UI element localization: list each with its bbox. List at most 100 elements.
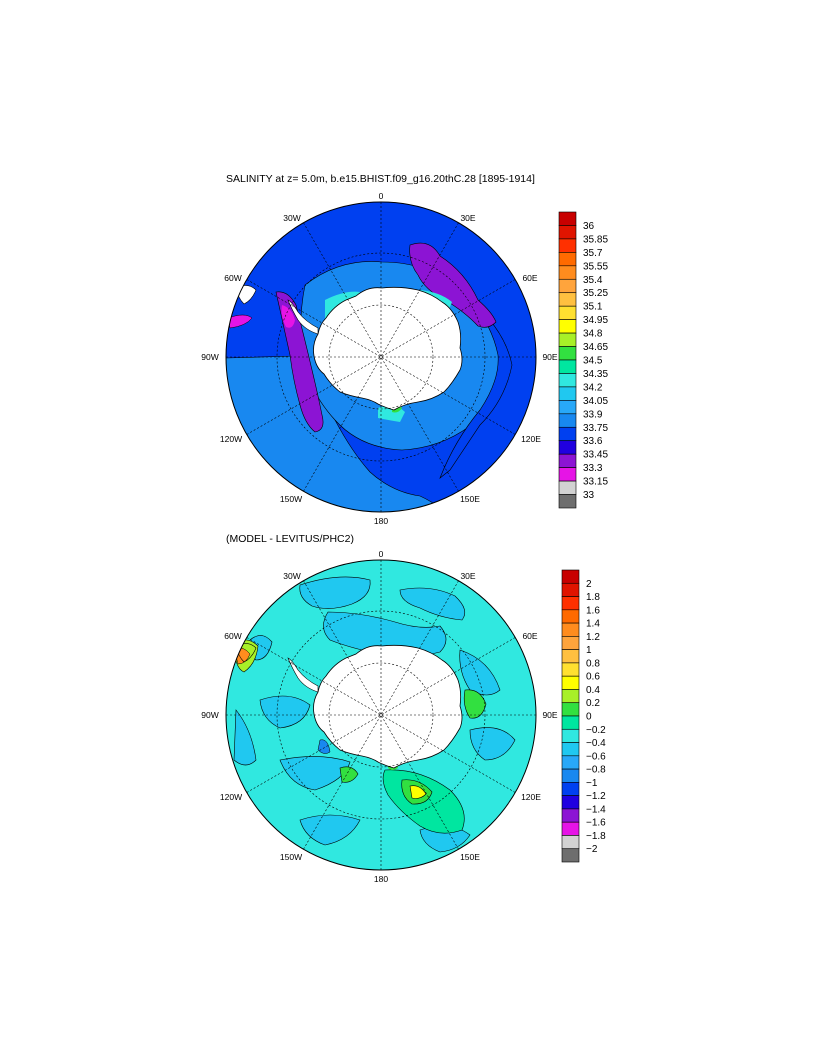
salinity-band-north (300, 214, 500, 268)
map-top (225, 201, 537, 513)
colorbar-label: 34.2 (583, 382, 603, 393)
colorbar-swatch (561, 596, 580, 611)
lon-label: 60E (522, 631, 537, 641)
colorbar-swatch (561, 848, 580, 863)
colorbar-swatch (558, 265, 577, 280)
colorbar-swatch (558, 440, 577, 455)
panel-top-title: SALINITY at z= 5.0m, b.e15.BHIST.f09_g16… (226, 173, 535, 185)
lon-label: 90W (201, 710, 218, 720)
lon-label: 180 (374, 874, 388, 884)
lon-label: 30E (460, 213, 475, 223)
colorbar-label: 35.25 (583, 288, 608, 299)
colorbar-label: 1.2 (586, 632, 600, 643)
lon-label: 0 (379, 549, 384, 559)
colorbar-swatch (558, 278, 577, 294)
colorbar-label: 33 (583, 490, 595, 501)
colorbar-swatch (558, 373, 577, 388)
colorbar-label: 34.35 (583, 369, 608, 380)
colorbar-label: −1 (586, 778, 598, 789)
colorbar-label: 1.6 (586, 605, 600, 616)
colorbar-label: 0.2 (586, 698, 600, 709)
colorbar-label: −1.6 (586, 818, 606, 829)
colorbar-label: 34.95 (583, 315, 608, 326)
colorbar-label: 33.3 (583, 463, 603, 474)
anomaly-patch (299, 576, 371, 609)
colorbar-swatch (561, 569, 580, 584)
colorbar-bottom: 2 1.8 1.6 1.4 1.2 1 0.8 0.6 0.4 0.2 0 −0.2 −0.4 −0.6 −… (561, 569, 606, 863)
colorbar-label: −2 (586, 844, 598, 855)
colorbar-top: 36 35.85 35.7 35.55 35.4 35.25 35.1 34.95 34.8 34… (558, 211, 608, 509)
colorbar-swatch (561, 808, 580, 823)
lon-label: 150E (460, 852, 480, 862)
lon-label: 150W (280, 494, 302, 504)
colorbar-label: −1.8 (586, 831, 606, 842)
colorbar-swatch (558, 332, 577, 347)
anomaly-patch (279, 756, 351, 791)
colorbar-swatch (561, 622, 580, 637)
colorbar-swatch (561, 821, 580, 836)
lon-label: 150E (460, 494, 480, 504)
lon-label: 90E (542, 710, 557, 720)
colorbar-swatch (561, 636, 580, 650)
colorbar-swatch (561, 728, 580, 743)
colorbar-label: 0.6 (586, 672, 600, 683)
colorbar-swatch (558, 346, 577, 361)
colorbar-label: −0.2 (586, 725, 606, 736)
colorbar-label: 35.4 (583, 275, 603, 286)
colorbar-swatch (558, 453, 577, 468)
colorbar-label: 34.8 (583, 329, 603, 340)
colorbar-label: 33.6 (583, 436, 603, 447)
lon-label: 60W (224, 273, 241, 283)
lon-label: 120W (220, 434, 242, 444)
colorbar-swatch (558, 238, 577, 253)
lon-label: 0 (379, 191, 384, 201)
anomaly-patch (399, 587, 466, 621)
anomaly-patch (299, 814, 361, 846)
map-top-border (225, 201, 537, 513)
colorbar-swatch (558, 480, 577, 495)
colorbar-swatch (558, 426, 577, 442)
lon-label: 120W (220, 792, 242, 802)
antarctic-peninsula (287, 299, 319, 335)
colorbar-label: 34.5 (583, 356, 603, 367)
colorbar-swatch (558, 211, 577, 226)
lon-label: 30E (460, 571, 475, 581)
map-bottom (225, 559, 537, 871)
anomaly-patch-green (463, 689, 487, 719)
colorbar-swatch (558, 386, 577, 401)
colorbar-label: −1.2 (586, 791, 606, 802)
panel-bottom: (MODEL - LEVITUS/PHC2) (201, 533, 606, 884)
lon-label: 90W (201, 352, 218, 362)
colorbar-label: −0.4 (586, 738, 606, 749)
colorbar-swatch (558, 400, 577, 415)
colorbar-label: 1 (586, 645, 592, 656)
colorbar-label: 35.7 (583, 248, 603, 259)
colorbar-swatch (561, 662, 580, 677)
colorbar-swatch (558, 467, 577, 482)
lon-label: 120E (521, 434, 541, 444)
lon-label: 120E (521, 792, 541, 802)
colorbar-swatch (561, 755, 580, 770)
colorbar-swatch (561, 742, 580, 757)
colorbar-label: 35.85 (583, 234, 608, 245)
salinity-patch-edge (227, 314, 253, 329)
lon-label: 60E (522, 273, 537, 283)
colorbar-swatch (561, 782, 580, 796)
colorbar-label: −0.8 (586, 765, 606, 776)
colorbar-label: 2 (586, 579, 592, 590)
colorbar-label: 33.45 (583, 450, 608, 461)
colorbar-swatch (561, 582, 580, 597)
colorbar-swatch (561, 715, 580, 730)
salinity-patch-peninsula (281, 305, 295, 328)
colorbar-swatch (561, 649, 580, 664)
antarctica (313, 644, 463, 769)
graticule-bottom (226, 560, 536, 870)
colorbar-swatch (558, 252, 577, 267)
colorbar-label: 35.1 (583, 302, 603, 313)
lon-label: 90E (542, 352, 557, 362)
graticule-top (226, 202, 536, 512)
colorbar-swatch (561, 795, 580, 810)
colorbar-label: 35.55 (583, 261, 608, 272)
salinity-tongue-30e (409, 242, 497, 328)
